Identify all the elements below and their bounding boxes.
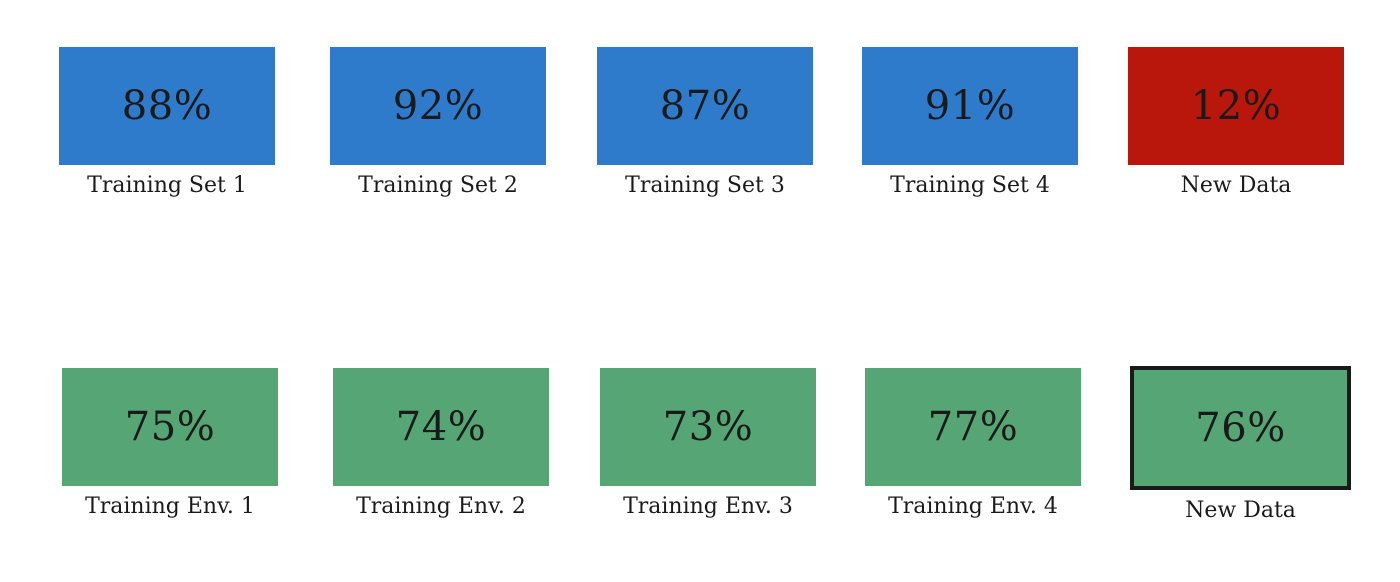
- accuracy-box: 91%: [862, 47, 1078, 165]
- tile-new-data-failure: 12% New Data: [1128, 47, 1344, 198]
- accuracy-value: 92%: [392, 83, 484, 129]
- tile-label: Training Env. 3: [623, 494, 793, 519]
- accuracy-value: 91%: [924, 83, 1016, 129]
- accuracy-value: 76%: [1195, 405, 1286, 451]
- accuracy-box: 76%: [1130, 366, 1351, 490]
- tile-new-data-robust: 76% New Data: [1130, 366, 1351, 523]
- accuracy-box: 92%: [330, 47, 546, 165]
- tile-label: Training Env. 4: [888, 494, 1058, 519]
- accuracy-value: 74%: [395, 404, 487, 450]
- accuracy-value: 73%: [662, 404, 754, 450]
- tile-label: Training Set 3: [625, 173, 785, 198]
- accuracy-box: 75%: [62, 368, 278, 486]
- accuracy-value: 12%: [1190, 83, 1282, 129]
- tile-training-env-4: 77% Training Env. 4: [865, 368, 1081, 519]
- accuracy-box: 88%: [59, 47, 275, 165]
- accuracy-value: 75%: [124, 404, 216, 450]
- accuracy-box: 74%: [333, 368, 549, 486]
- accuracy-box: 12%: [1128, 47, 1344, 165]
- tile-training-env-1: 75% Training Env. 1: [62, 368, 278, 519]
- tile-training-set-2: 92% Training Set 2: [330, 47, 546, 198]
- tile-training-env-3: 73% Training Env. 3: [600, 368, 816, 519]
- accuracy-box: 87%: [597, 47, 813, 165]
- tile-training-set-1: 88% Training Set 1: [59, 47, 275, 198]
- tile-training-env-2: 74% Training Env. 2: [333, 368, 549, 519]
- tile-training-set-3: 87% Training Set 3: [597, 47, 813, 198]
- tile-label: Training Set 4: [890, 173, 1050, 198]
- tile-label: Training Set 2: [358, 173, 518, 198]
- tile-label: Training Env. 1: [85, 494, 255, 519]
- accuracy-value: 88%: [121, 83, 213, 129]
- tile-label: New Data: [1185, 498, 1296, 523]
- tile-label: Training Env. 2: [356, 494, 526, 519]
- accuracy-box: 73%: [600, 368, 816, 486]
- accuracy-value: 77%: [927, 404, 1019, 450]
- accuracy-box: 77%: [865, 368, 1081, 486]
- tile-label: New Data: [1180, 173, 1292, 198]
- tile-label: Training Set 1: [87, 173, 247, 198]
- tile-training-set-4: 91% Training Set 4: [862, 47, 1078, 198]
- accuracy-value: 87%: [659, 83, 751, 129]
